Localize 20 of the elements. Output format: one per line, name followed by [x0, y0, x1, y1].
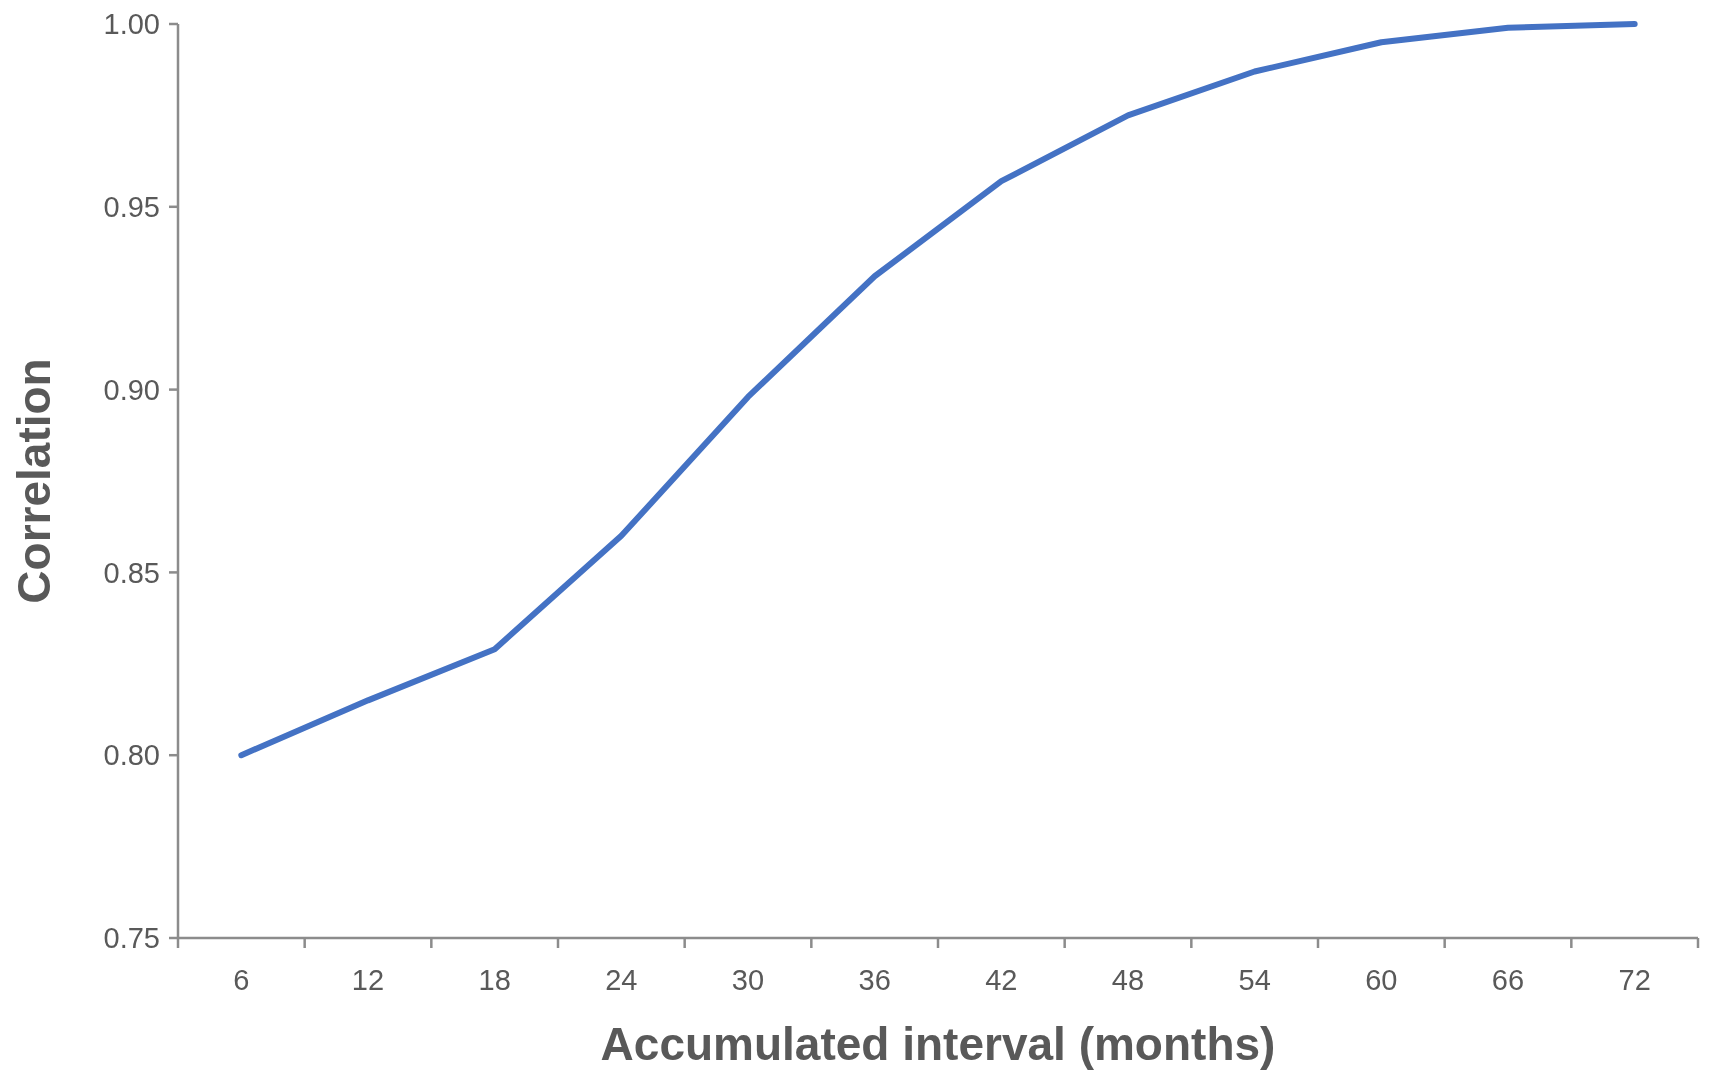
x-axis-title: Accumulated interval (months) [600, 1018, 1276, 1070]
x-tick-label: 18 [478, 964, 511, 996]
y-tick-label: 0.75 [103, 922, 160, 955]
x-tick-label: 66 [1491, 964, 1525, 996]
y-tick-label: 0.90 [103, 373, 160, 406]
x-tick-label: 54 [1238, 964, 1271, 996]
y-tick-label: 1.00 [103, 8, 160, 41]
x-tick-label: 30 [731, 964, 765, 996]
y-tick-label: 0.80 [103, 739, 160, 772]
x-tick-label: 24 [605, 964, 638, 996]
x-tick-label: 48 [1111, 964, 1145, 996]
x-tick-label: 42 [985, 964, 1018, 996]
y-axis-title: Correlation [8, 358, 60, 604]
x-tick-label: 36 [858, 964, 891, 996]
x-tick-label: 6 [233, 964, 250, 996]
y-tick-label: 0.85 [103, 556, 160, 589]
x-tick-label: 12 [351, 964, 385, 996]
x-tick-label: 60 [1365, 964, 1398, 996]
x-tick-label: 72 [1618, 964, 1651, 996]
y-tick-label: 0.95 [103, 190, 160, 223]
